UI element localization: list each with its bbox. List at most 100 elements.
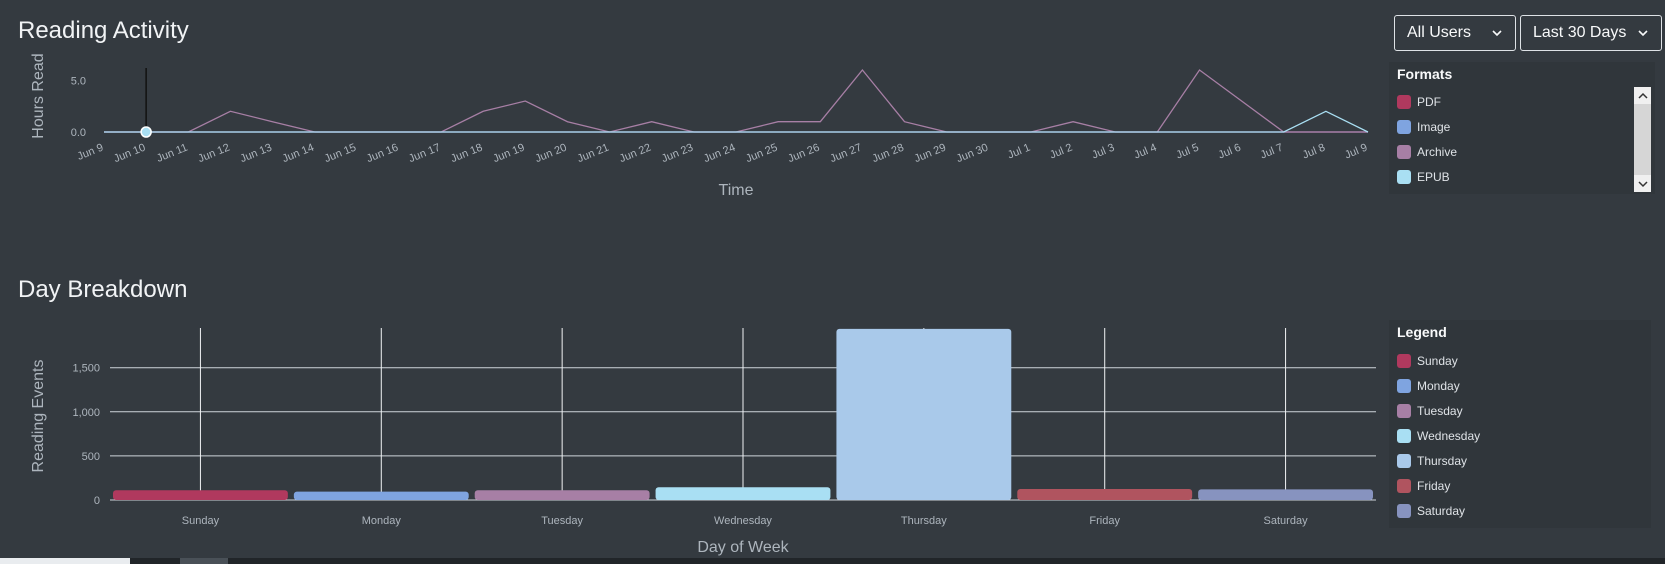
bar-tuesday[interactable] <box>474 490 650 500</box>
x-tick-label: Jun 22 <box>618 142 653 165</box>
formats-legend-scrollbar[interactable] <box>1634 87 1651 192</box>
x-tick-label: Sunday <box>182 515 220 527</box>
horizontal-scrollbar[interactable] <box>0 558 1665 564</box>
legend-label: Monday <box>1417 379 1460 393</box>
users-filter-value: All Users <box>1407 24 1472 41</box>
legend-swatch <box>1397 429 1411 443</box>
chevron-down-icon <box>1638 30 1648 37</box>
reading-activity-title: Reading Activity <box>18 17 189 44</box>
legend-label: Thursday <box>1417 454 1468 468</box>
x-tick-label: Tuesday <box>541 515 583 527</box>
x-tick-label: Jun 20 <box>533 142 568 165</box>
day-legend-item[interactable]: Sunday <box>1397 352 1458 370</box>
legend-label: Saturday <box>1417 504 1466 518</box>
users-filter-dropdown[interactable]: All Users <box>1394 15 1516 51</box>
legend-label: EPUB <box>1417 170 1450 184</box>
day-legend-item[interactable]: Thursday <box>1397 452 1467 470</box>
legend-swatch <box>1397 379 1411 393</box>
x-tick-label: Jun 26 <box>786 142 821 165</box>
x-tick-label: Jul 1 <box>1006 142 1032 162</box>
y-tick-label: 1,500 <box>72 363 100 375</box>
format-legend-item[interactable]: PDF <box>1397 93 1441 111</box>
x-tick-label: Jun 13 <box>239 142 274 165</box>
bar-thursday[interactable] <box>836 328 1012 500</box>
reading-activity-chart: Hours Read Time 0.0 5.0 Jun 9 Jun 10 Jun 11… <box>30 53 1369 199</box>
day-breakdown-chart: Reading Events Day of Week 0 500 1,000 1,50… <box>30 328 1376 556</box>
legend-label: PDF <box>1417 95 1441 109</box>
x-tick-label: Jun 10 <box>112 142 147 165</box>
format-legend-item[interactable]: Archive <box>1397 143 1457 161</box>
x-tick-label: Jul 8 <box>1301 142 1327 162</box>
format-legend-item[interactable]: EPUB <box>1397 168 1450 186</box>
day-legend-item[interactable]: Saturday <box>1397 502 1465 520</box>
x-tick-label: Jun 11 <box>155 142 189 165</box>
chevron-down-icon <box>1492 30 1502 37</box>
day-legend-item[interactable]: Friday <box>1397 477 1450 495</box>
x-tick-label: Jun 14 <box>281 142 316 165</box>
x-tick-label: Jun 28 <box>871 142 906 165</box>
legend-swatch <box>1397 479 1411 493</box>
scrollbar-segment <box>180 558 228 564</box>
x-tick-label: Jul 6 <box>1217 142 1243 162</box>
x-tick-label: Jun 23 <box>660 142 695 165</box>
bar-friday[interactable] <box>1017 488 1193 500</box>
x-tick-label: Jun 21 <box>576 142 611 165</box>
x-tick-label: Jul 2 <box>1048 142 1074 162</box>
x-tick-label: Jun 30 <box>955 142 990 165</box>
day-legend-title: Legend <box>1397 324 1447 340</box>
legend-label: Tuesday <box>1417 404 1463 418</box>
x-axis-title: Day of Week <box>697 539 789 556</box>
x-tick-label: Wednesday <box>714 515 772 527</box>
bar-sunday[interactable] <box>113 490 288 500</box>
x-tick-label: Jun 12 <box>196 142 231 165</box>
legend-swatch <box>1397 170 1411 184</box>
x-tick-label: Jun 24 <box>702 142 737 165</box>
day-legend-item[interactable]: Wednesday <box>1397 427 1480 445</box>
day-legend-item[interactable]: Monday <box>1397 377 1460 395</box>
day-legend: Legend Sunday Monday Tuesday Wednesday Thurs… <box>1389 320 1651 528</box>
x-tick-label: Jun 18 <box>449 142 484 165</box>
x-tick-label: Jun 27 <box>828 142 863 165</box>
x-tick-label: Jun 16 <box>365 142 400 165</box>
format-legend-item[interactable]: Image <box>1397 118 1450 136</box>
legend-swatch <box>1397 120 1411 134</box>
legend-swatch <box>1397 354 1411 368</box>
x-tick-label: Jul 5 <box>1175 142 1201 162</box>
day-breakdown-title: Day Breakdown <box>18 276 188 303</box>
bar-monday[interactable] <box>293 491 469 500</box>
day-legend-item[interactable]: Tuesday <box>1397 402 1463 420</box>
y-tick-label: 0.0 <box>71 127 86 139</box>
x-tick-label: Jul 9 <box>1343 142 1369 162</box>
legend-swatch <box>1397 454 1411 468</box>
bar-wednesday[interactable] <box>655 487 831 500</box>
series-line-archive <box>104 68 1368 133</box>
legend-label: Image <box>1417 120 1451 134</box>
x-axis-title: Time <box>719 182 754 199</box>
legend-label: Archive <box>1417 145 1458 159</box>
hover-point[interactable] <box>140 126 152 138</box>
x-tick-label: Thursday <box>901 515 947 527</box>
legend-label: Wednesday <box>1417 429 1481 443</box>
scrollbar-thumb[interactable] <box>0 558 130 564</box>
range-filter-dropdown[interactable]: Last 30 Days <box>1520 15 1662 51</box>
legend-label: Sunday <box>1417 354 1458 368</box>
legend-swatch <box>1397 95 1411 109</box>
x-tick-label: Jun 15 <box>323 142 358 165</box>
x-tick-label: Jul 7 <box>1259 142 1285 162</box>
legend-swatch <box>1397 404 1411 418</box>
x-tick-label: Jul 3 <box>1090 142 1116 162</box>
y-tick-label: 500 <box>82 451 100 463</box>
bar-saturday[interactable] <box>1198 489 1373 500</box>
scroll-down-icon[interactable] <box>1634 175 1651 192</box>
x-tick-label: Monday <box>362 515 402 527</box>
y-axis-title: Reading Events <box>30 360 47 473</box>
x-tick-label: Jun 19 <box>491 142 526 165</box>
y-tick-label: 0 <box>94 495 100 507</box>
scroll-up-icon[interactable] <box>1634 87 1651 104</box>
legend-label: Friday <box>1417 479 1451 493</box>
formats-legend-title: Formats <box>1397 66 1453 82</box>
x-tick-label: Jun 17 <box>407 142 442 165</box>
y-tick-label: 5.0 <box>71 75 86 87</box>
legend-swatch <box>1397 504 1411 518</box>
x-tick-label: Jun 29 <box>913 142 948 165</box>
